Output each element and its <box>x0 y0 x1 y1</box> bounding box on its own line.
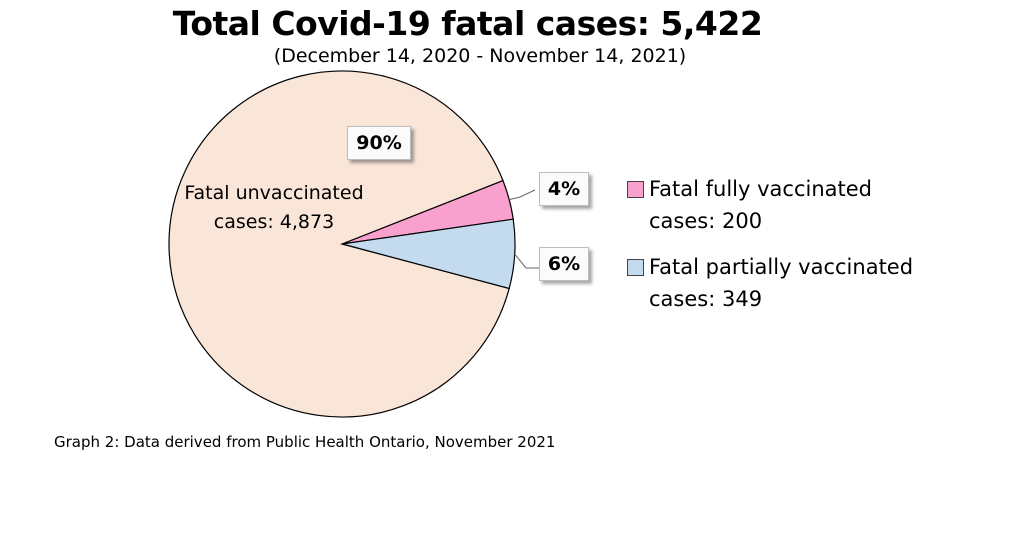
legend-count-partially-vaccinated: cases: 349 <box>649 287 763 311</box>
percent-label-fully-vaccinated: 4% <box>539 172 589 206</box>
legend-swatch-fully-vaccinated <box>627 181 644 198</box>
chart-caption: Graph 2: Data derived from Public Health… <box>54 433 556 451</box>
chart-title: Total Covid-19 fatal cases: 5,422 <box>172 4 763 43</box>
slice-label-unvaccinated: Fatal unvaccinated cases: 4,873 <box>176 179 372 237</box>
slice-label-unvaccinated-line1: Fatal unvaccinated <box>184 182 364 204</box>
leader-line-partially-vaccinated <box>514 253 539 269</box>
percent-label-unvaccinated: 90% <box>347 126 411 160</box>
leader-line-fully-vaccinated <box>509 189 536 201</box>
legend-item-partially-vaccinated: Fatal partially vaccinated cases: 349 <box>627 251 987 315</box>
slice-label-unvaccinated-line2: cases: 4,873 <box>213 211 335 233</box>
legend-label-partially-vaccinated: Fatal partially vaccinated <box>649 255 914 279</box>
chart-subtitle: (December 14, 2020 - November 14, 2021) <box>273 45 687 67</box>
legend-swatch-partially-vaccinated <box>627 259 644 276</box>
legend-count-fully-vaccinated: cases: 200 <box>649 209 763 233</box>
legend-label-fully-vaccinated: Fatal fully vaccinated <box>649 177 872 201</box>
legend-item-fully-vaccinated: Fatal fully vaccinated cases: 200 <box>627 173 957 237</box>
pie-slice-unvaccinated <box>168 70 510 418</box>
percent-label-partially-vaccinated: 6% <box>539 247 589 281</box>
